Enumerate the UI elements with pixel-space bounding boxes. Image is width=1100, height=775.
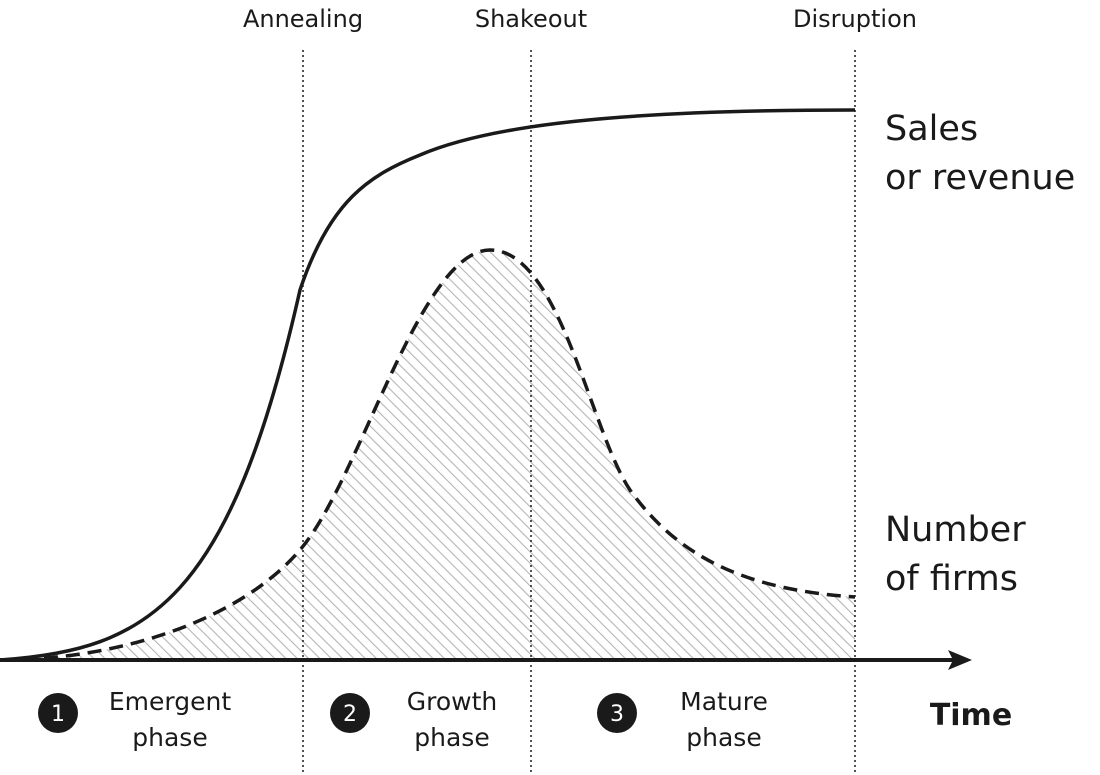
annealing-label: Annealing <box>243 5 363 33</box>
phase-3-badge <box>597 693 637 733</box>
phase-3-number: 3 <box>610 702 624 727</box>
firms-area-fill <box>0 250 855 660</box>
phase-2-label-line1: Growth <box>407 687 498 716</box>
phase-1-label-line1: Emergent <box>109 687 231 716</box>
sales-label-line1: Sales <box>885 109 978 149</box>
time-axis-label: Time <box>930 698 1012 733</box>
sales-label-line2: or revenue <box>885 158 1075 198</box>
phase-3-label-line1: Mature <box>680 687 768 716</box>
phase-1-label-line2: phase <box>132 723 207 752</box>
time-axis-arrowhead <box>948 650 972 670</box>
phase-2-number: 2 <box>343 702 357 727</box>
firms-label-line1: Number <box>885 510 1026 550</box>
phase-2-label-line2: phase <box>414 723 489 752</box>
phase-1-number: 1 <box>51 702 65 727</box>
sales-curve <box>0 108 856 662</box>
firms-label-line2: of firms <box>885 559 1018 599</box>
shakeout-label: Shakeout <box>475 5 587 33</box>
phase-3-label-line2: phase <box>686 723 761 752</box>
firms-curve <box>0 248 856 662</box>
phase-2-badge <box>330 693 370 733</box>
phase-1-badge <box>38 693 78 733</box>
disruption-label: Disruption <box>793 5 917 33</box>
